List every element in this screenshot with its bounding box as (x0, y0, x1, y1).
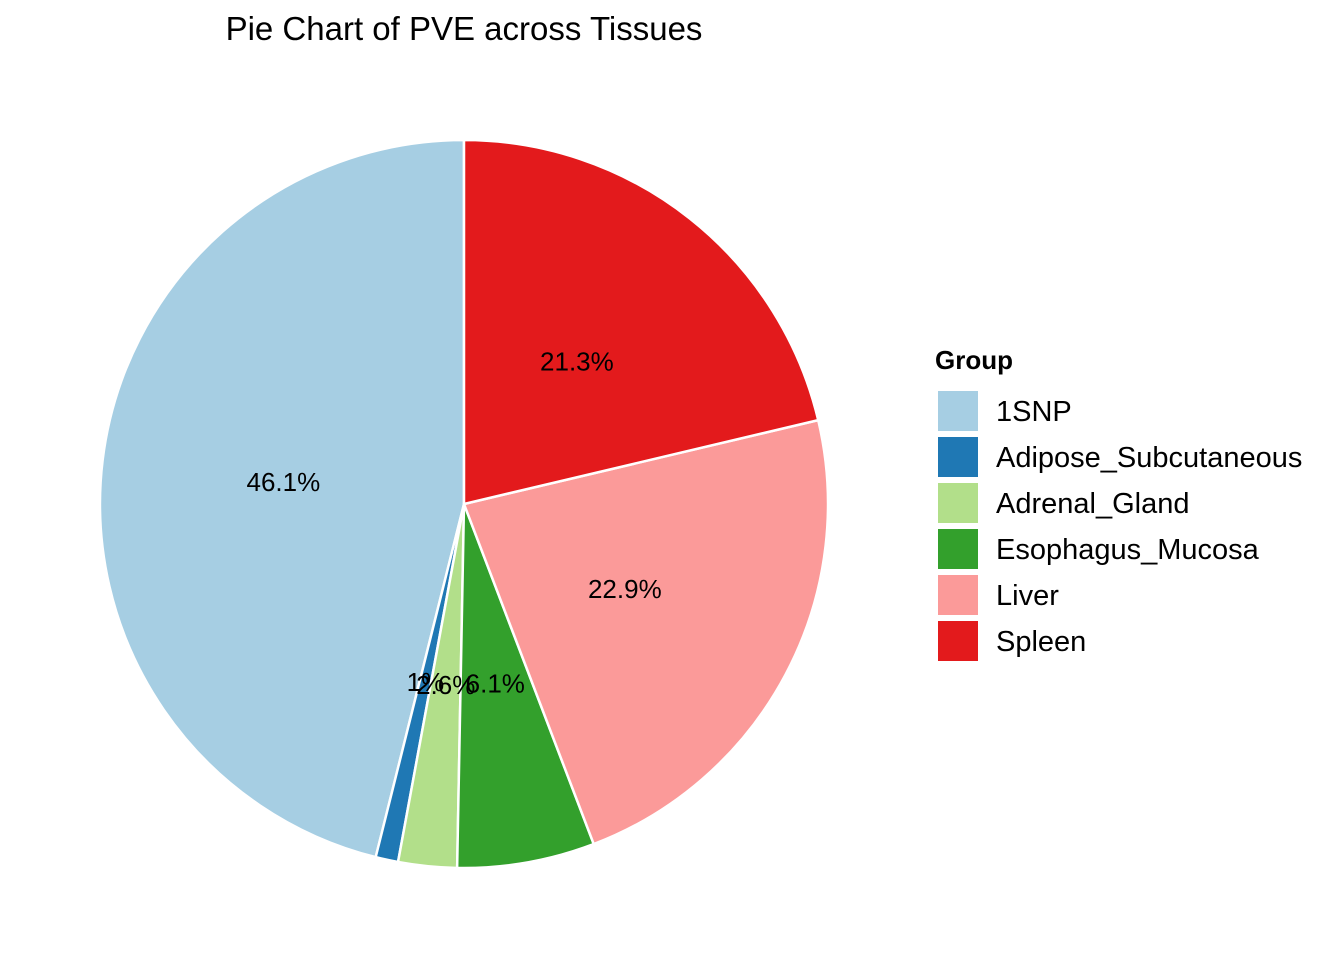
legend-label-esophagus-mucosa: Esophagus_Mucosa (996, 534, 1260, 566)
legend-item-adipose-subcutaneous: Adipose_Subcutaneous (938, 437, 1302, 477)
legend-label-spleen: Spleen (996, 626, 1086, 658)
legend-swatch-1snp (938, 391, 978, 431)
legend-items: 1SNP Adipose_Subcutaneous Adrenal_Gland Eso… (938, 391, 1302, 661)
legend-swatch-liver (938, 575, 978, 615)
pie-slice-1snp (98, 138, 466, 859)
pie-slices (98, 138, 830, 870)
legend-swatch-adrenal-gland (938, 483, 978, 523)
legend-item-liver: Liver (938, 575, 1059, 615)
legend-swatch-adipose-subcutaneous (938, 437, 978, 477)
legend: Group 1SNP Adipose_Subcutaneous Adrenal_Gl… (935, 345, 1302, 661)
slice-label-1snp: 46.1% (246, 467, 320, 497)
chart-title: Pie Chart of PVE across Tissues (226, 10, 703, 47)
slice-label-esophagus-mucosa: 6.1% (466, 668, 525, 698)
legend-item-1snp: 1SNP (938, 391, 1072, 431)
legend-label-1snp: 1SNP (996, 396, 1072, 428)
slice-label-adrenal-gland: 2.6% (416, 670, 475, 700)
legend-swatch-spleen (938, 621, 978, 661)
legend-label-adrenal-gland: Adrenal_Gland (996, 488, 1189, 520)
pie-slice-spleen (462, 138, 820, 506)
pie-slice-esophagus-mucosa (455, 502, 595, 870)
slice-labels: 46.1% 1%2.6%6.1% 22.9% 21.3% (246, 346, 661, 700)
slice-label-liver: 22.9% (588, 574, 662, 604)
legend-swatch-esophagus-mucosa (938, 529, 978, 569)
legend-label-adipose-subcutaneous: Adipose_Subcutaneous (996, 442, 1302, 474)
legend-label-liver: Liver (996, 580, 1059, 612)
legend-title: Group (935, 345, 1013, 375)
legend-item-esophagus-mucosa: Esophagus_Mucosa (938, 529, 1260, 569)
legend-item-adrenal-gland: Adrenal_Gland (938, 483, 1189, 523)
slice-label-spleen: 21.3% (540, 346, 614, 376)
pie-slice-liver (462, 418, 830, 846)
legend-item-spleen: Spleen (938, 621, 1086, 661)
slice-label-adipose-subcutaneous: 1% (407, 667, 445, 697)
